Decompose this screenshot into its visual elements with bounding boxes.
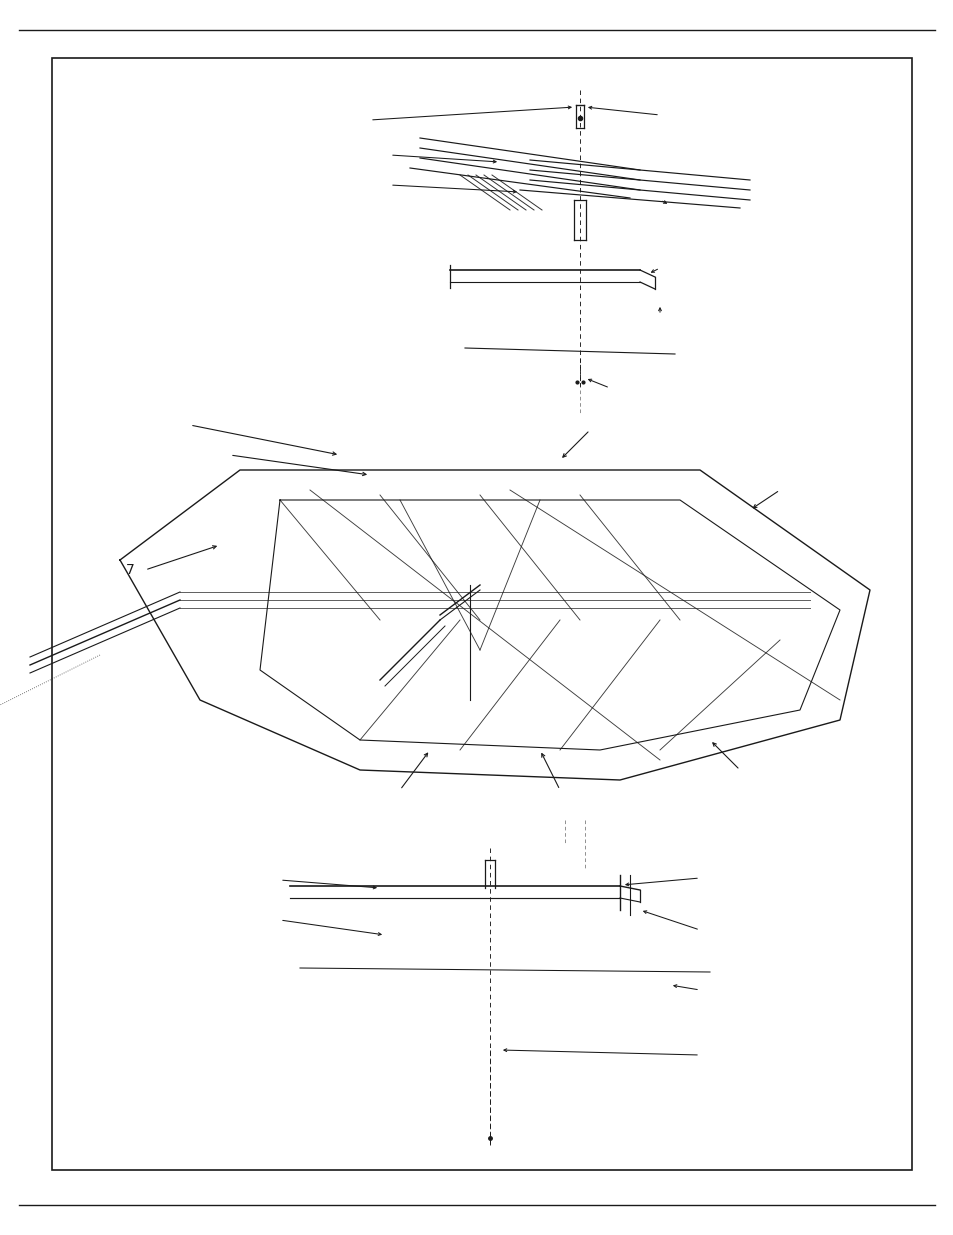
- Text: 7: 7: [126, 563, 134, 577]
